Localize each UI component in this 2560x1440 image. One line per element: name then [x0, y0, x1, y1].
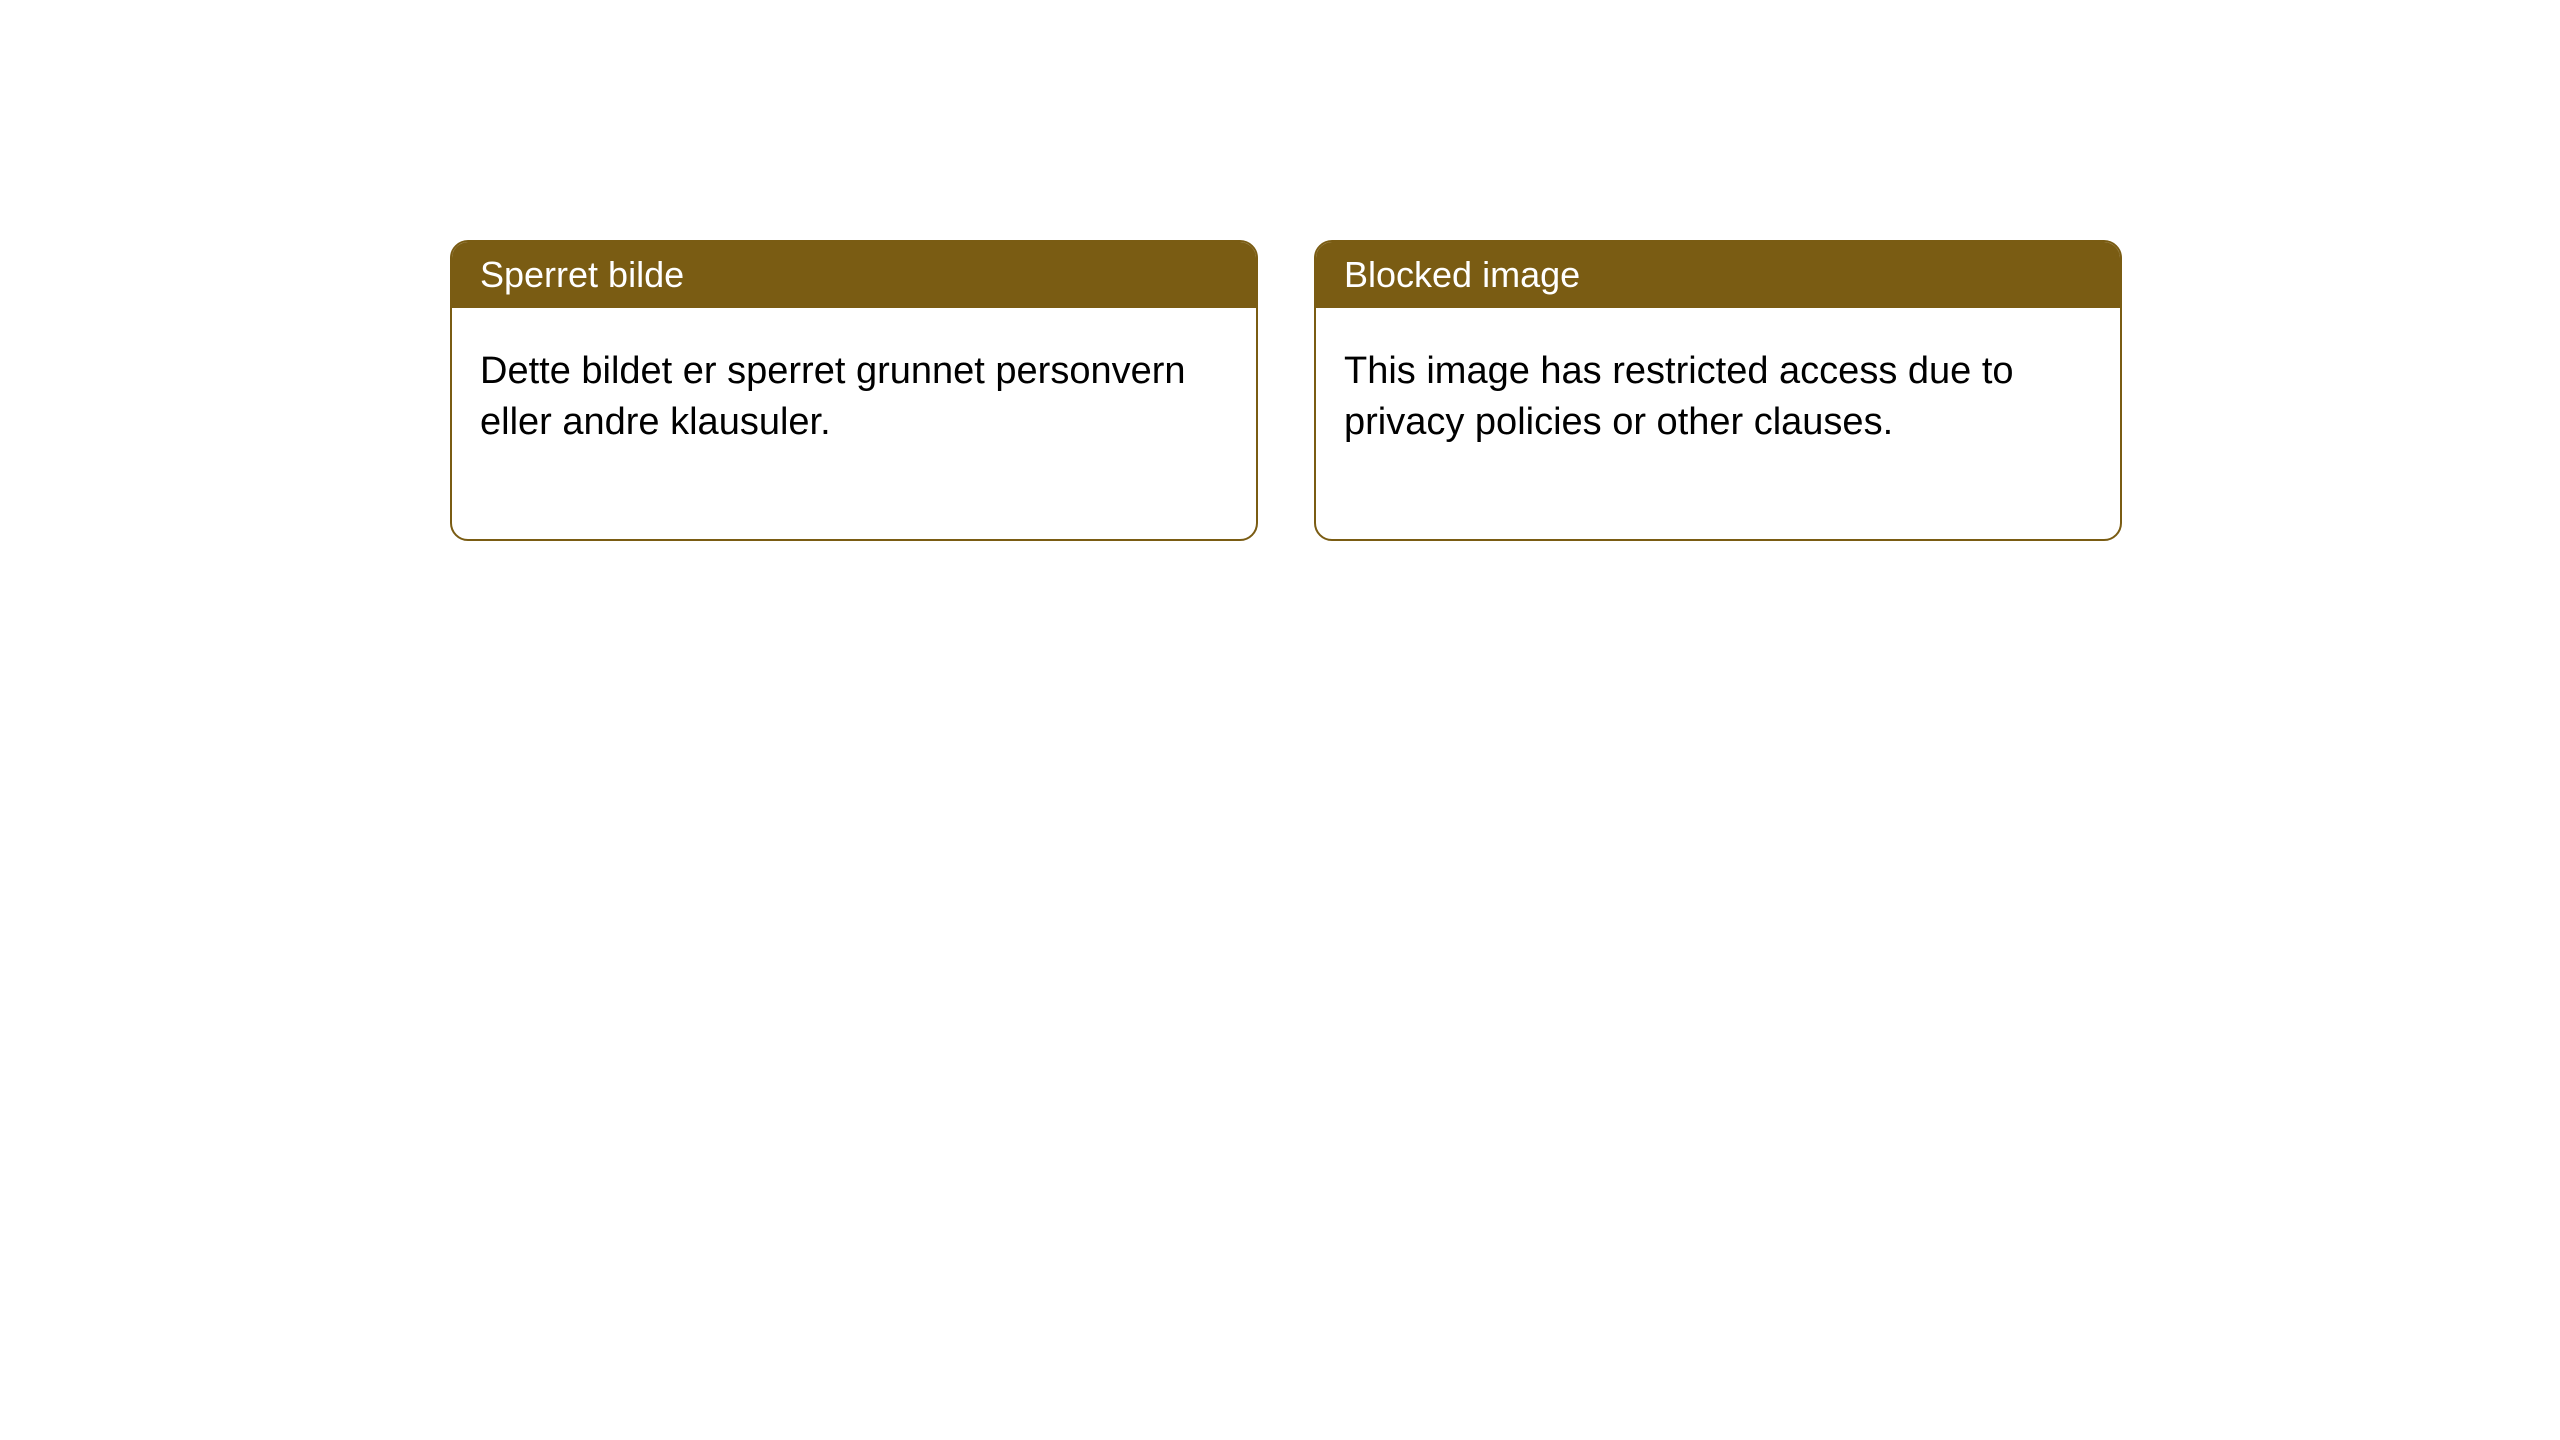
notice-header: Sperret bilde — [452, 242, 1256, 308]
notice-box-english: Blocked image This image has restricted … — [1314, 240, 2122, 541]
notice-body: This image has restricted access due to … — [1316, 308, 2120, 539]
notice-container: Sperret bilde Dette bildet er sperret gr… — [450, 240, 2122, 541]
notice-box-norwegian: Sperret bilde Dette bildet er sperret gr… — [450, 240, 1258, 541]
notice-header: Blocked image — [1316, 242, 2120, 308]
notice-body: Dette bildet er sperret grunnet personve… — [452, 308, 1256, 539]
